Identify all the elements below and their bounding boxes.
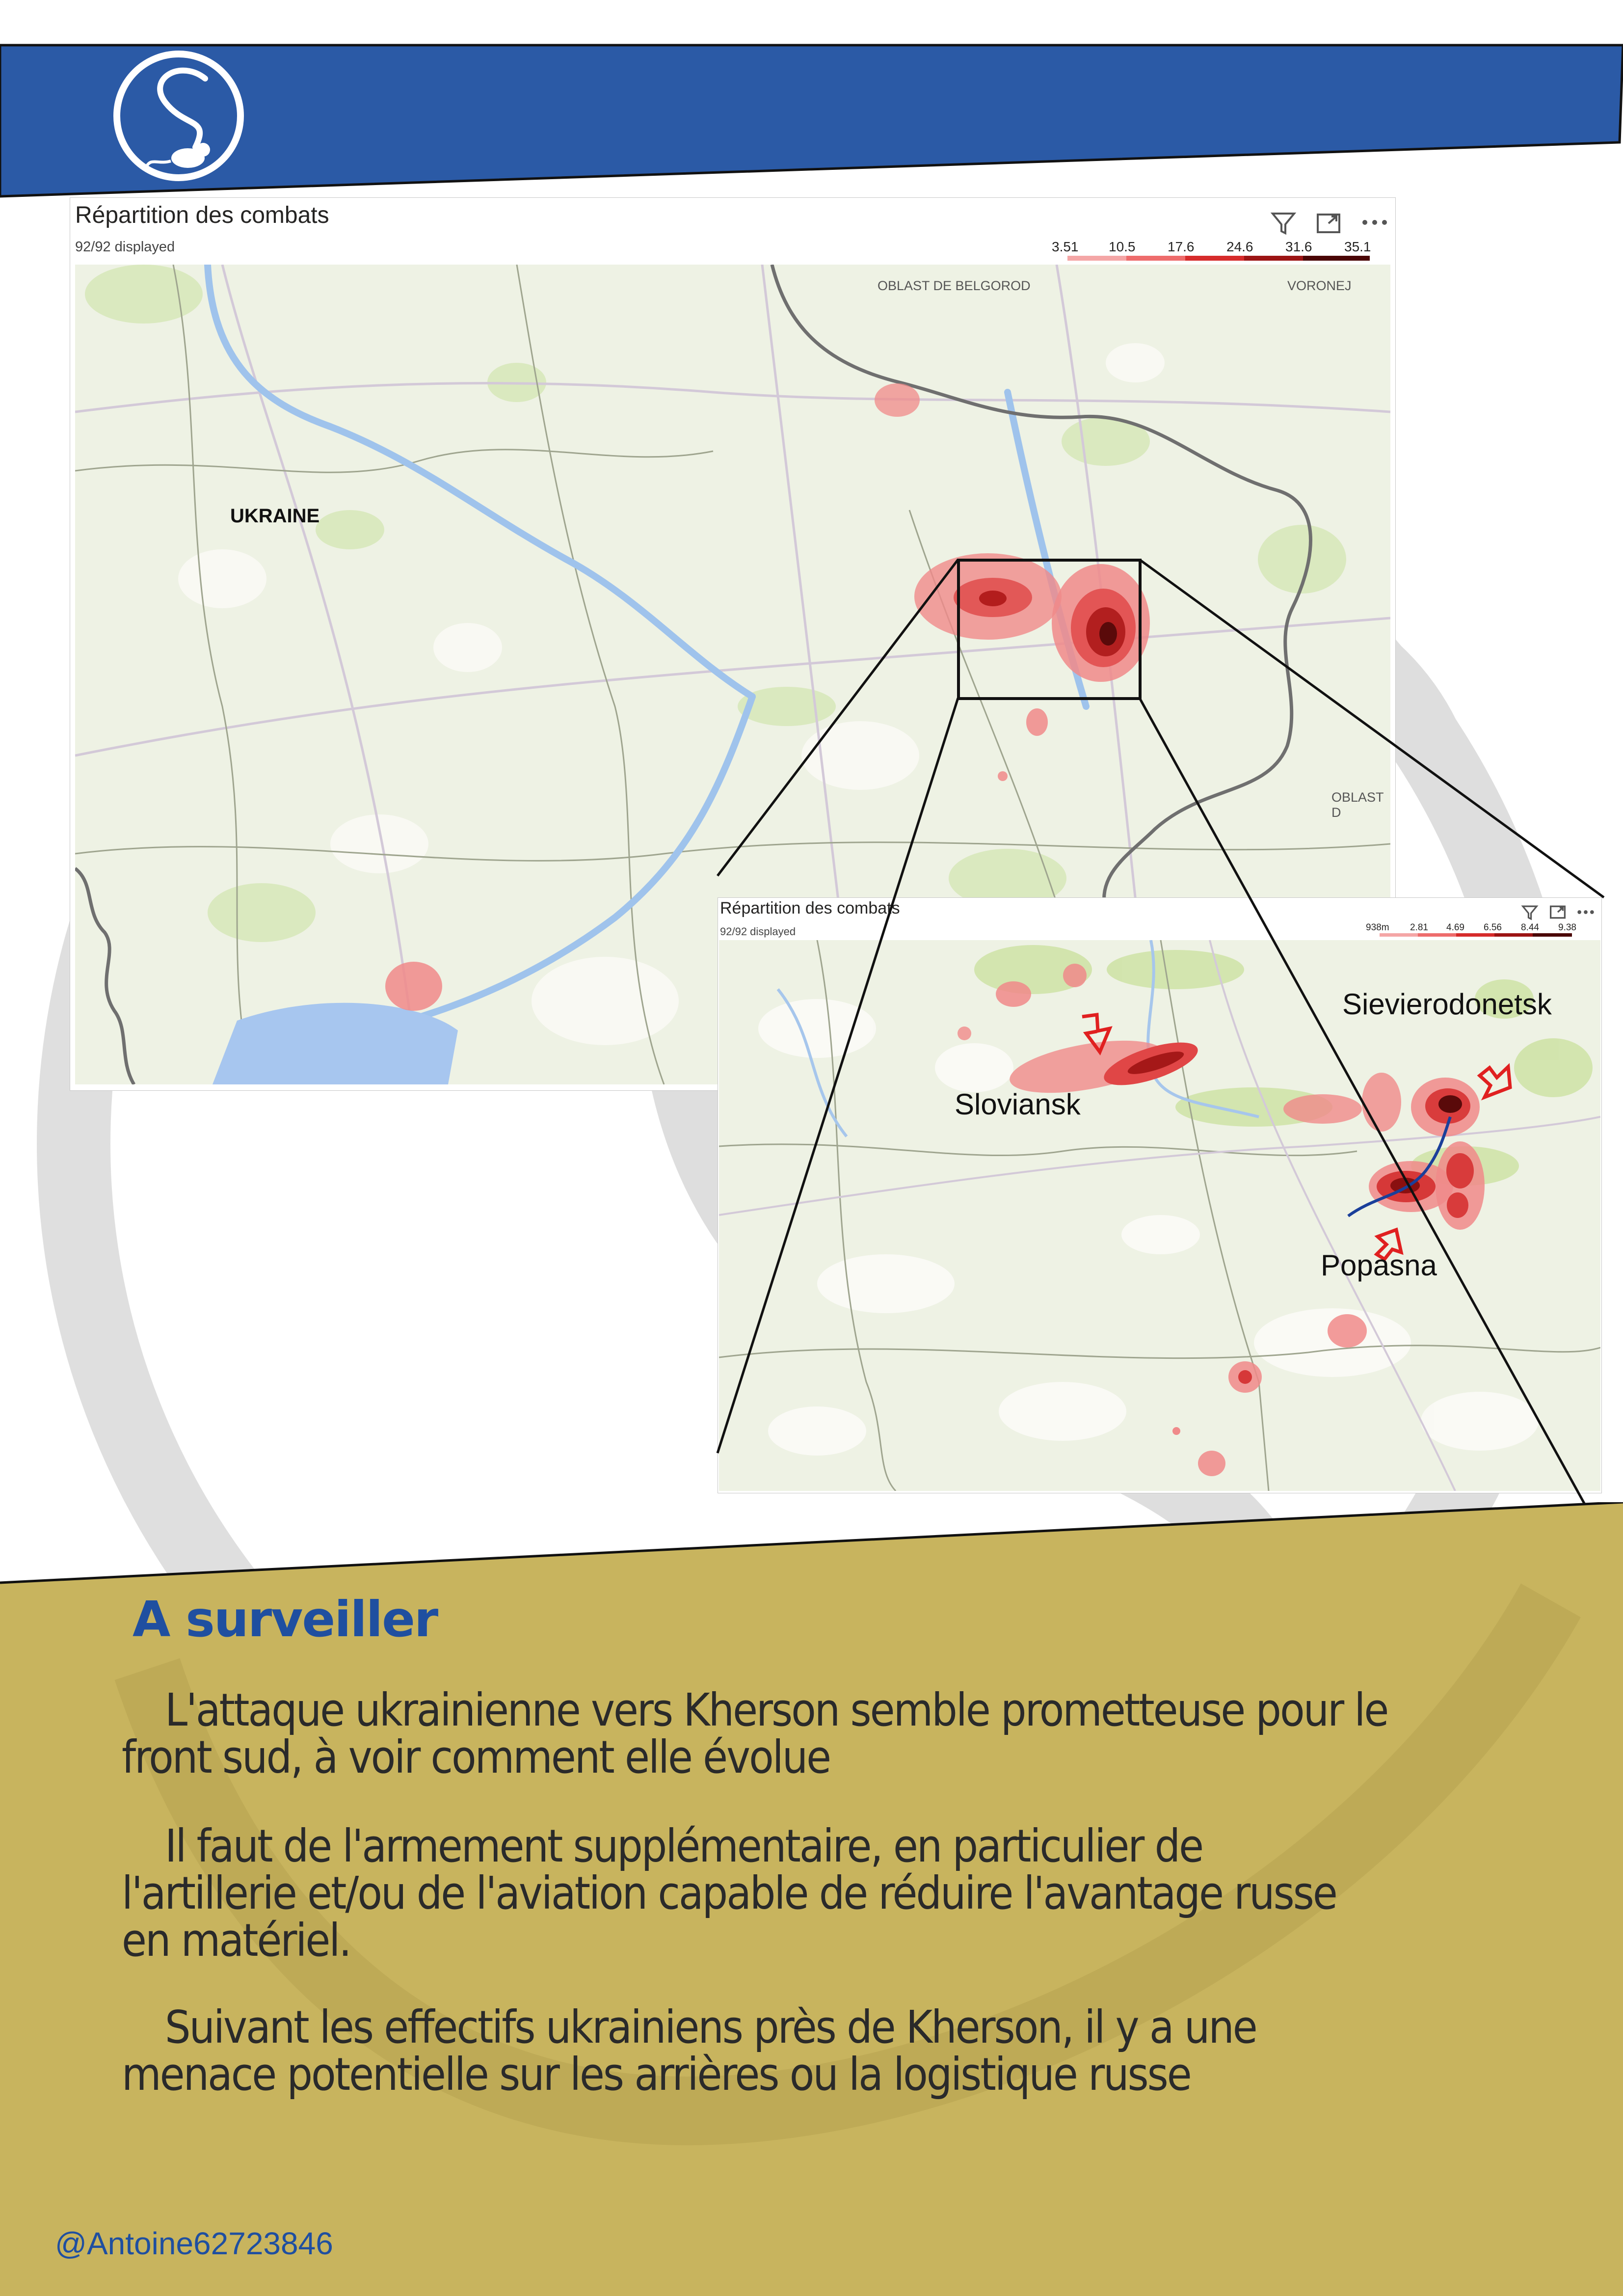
legend-value: 9.38 [1558, 922, 1576, 933]
legend-color-bar [1067, 256, 1370, 261]
map-label-popasna: Popasna [1321, 1249, 1437, 1282]
displayed-count: 92/92 displayed [720, 925, 796, 938]
paragraph: L'attaque ukrainienne vers Kherson sembl… [122, 1687, 1545, 1781]
legend-value: 24.6 [1226, 239, 1253, 254]
map-label-sloviansk: Sloviansk [955, 1088, 1081, 1121]
filter-icon[interactable] [1521, 904, 1539, 921]
legend-value: 10.5 [1109, 239, 1136, 254]
legend-value: 31.6 [1285, 239, 1312, 254]
legend-value: 35.1 [1344, 239, 1371, 254]
map-label-oblast: OBLAST D [1331, 790, 1384, 820]
more-options-icon[interactable] [1577, 909, 1595, 916]
filter-icon[interactable] [1270, 210, 1297, 237]
paragraph-line: Il faut de l'armement supplémentaire, en… [165, 1820, 1204, 1872]
inset-heat-map[interactable] [719, 940, 1600, 1491]
text-panel-shape [0, 1502, 1623, 2296]
map-label-sievierodonetsk: Sievierodonetsk [1342, 988, 1552, 1021]
paragraph-line: front sud, à voir comment elle évolue [122, 1731, 831, 1783]
legend-value: 938m [1366, 922, 1389, 933]
paragraph-line: menace potentielle sur les arrières ou l… [122, 2048, 1192, 2101]
paragraph: Il faut de l'armement supplémentaire, en… [122, 1823, 1545, 1964]
legend-color-bar [1380, 933, 1572, 937]
header-banner [0, 44, 1623, 198]
map-label-ukraine: UKRAINE [230, 505, 320, 527]
map-label-voronej: VORONEJ [1287, 278, 1352, 293]
section-heading: A surveiller [133, 1591, 438, 1648]
focus-mode-icon[interactable] [1316, 211, 1341, 236]
paragraph-line: en matériel. [122, 1914, 352, 1967]
paragraph: Suivant les effectifs ukrainiens près de… [122, 2004, 1545, 2098]
legend-value: 2.81 [1410, 922, 1428, 933]
paragraph-line: l'artillerie et/ou de l'aviation capable… [122, 1867, 1338, 1919]
author-credit[interactable]: @Antoine62723846 [55, 2226, 333, 2261]
focus-mode-icon[interactable] [1549, 904, 1566, 920]
legend-value: 8.44 [1521, 922, 1539, 933]
displayed-count: 92/92 displayed [75, 239, 175, 255]
paragraph-line: Suivant les effectifs ukrainiens près de… [165, 2001, 1258, 2053]
red-arrow-icon [1082, 1013, 1113, 1056]
inset-map-visual[interactable]: Répartition des combats 92/92 displayed … [718, 897, 1602, 1493]
legend-value: 17.6 [1168, 239, 1195, 254]
paragraph-line: L'attaque ukrainienne vers Kherson sembl… [165, 1684, 1389, 1736]
legend-value: 3.51 [1052, 239, 1079, 254]
legend-value: 4.69 [1446, 922, 1464, 933]
visual-title: Répartition des combats [720, 899, 900, 918]
header-banner-shape [0, 44, 1623, 198]
visual-title: Répartition des combats [75, 202, 329, 228]
map-label-belgorod: OBLAST DE BELGOROD [878, 278, 1031, 293]
rat-in-circle-logo-icon [113, 51, 244, 181]
text-panel [0, 1502, 1623, 2296]
more-options-icon[interactable] [1361, 217, 1388, 227]
legend-value: 6.56 [1484, 922, 1502, 933]
